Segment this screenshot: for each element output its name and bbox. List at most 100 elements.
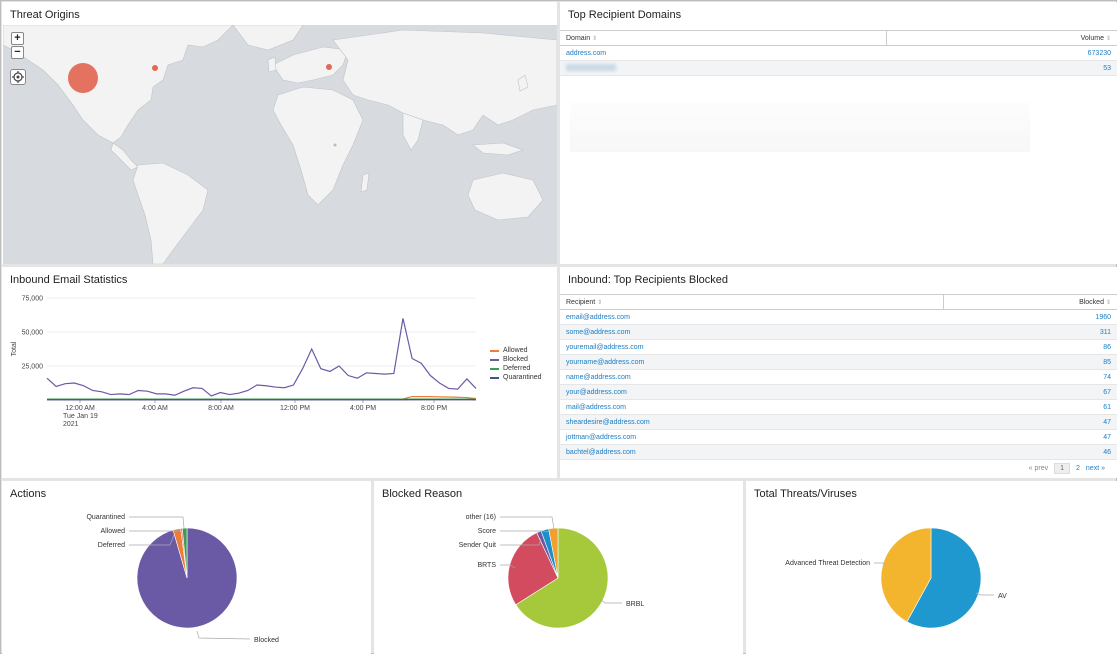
pie-label: Quarantined <box>86 514 125 521</box>
volume-cell[interactable]: 673230 <box>886 45 1117 61</box>
blocked-cell[interactable]: 46 <box>943 444 1117 460</box>
domain-cell[interactable]: address.com <box>560 45 886 61</box>
redacted-domain <box>566 64 616 72</box>
volume-cell[interactable]: 53 <box>886 60 1117 76</box>
blocked-cell[interactable]: 85 <box>943 354 1117 370</box>
leader-line <box>196 630 251 640</box>
table-row: address.com 673230 <box>560 45 1117 61</box>
page-1-button[interactable]: 1 <box>1054 463 1071 474</box>
table-row: name@address.com 74 <box>560 369 1117 385</box>
blocked-cell[interactable]: 47 <box>943 429 1117 445</box>
x-tick-label: 8:00 AM <box>208 405 234 412</box>
blocked-cell[interactable]: 61 <box>943 399 1117 415</box>
blocked-cell[interactable]: 1960 <box>943 309 1117 325</box>
recipient-cell[interactable]: bachtel@address.com <box>560 444 943 460</box>
domains-table: Domain ⇕ Volume ⇕ address.com 673230 53 <box>560 30 1117 76</box>
pie-slice-advanced-threat-detection <box>880 527 932 623</box>
pie-label: other (16) <box>466 514 496 521</box>
table-row: 53 <box>560 60 1117 76</box>
blocked-cell[interactable]: 74 <box>943 369 1117 385</box>
pie-label: Deferred <box>98 542 125 549</box>
zoom-controls: + − <box>11 32 25 60</box>
column-header-blocked[interactable]: Blocked ⇕ <box>943 294 1117 310</box>
recipient-cell[interactable]: mail@address.com <box>560 399 943 415</box>
blocked-cell[interactable]: 47 <box>943 414 1117 430</box>
pie-label: Allowed <box>100 528 125 535</box>
table-row: mail@address.com 61 <box>560 399 1117 415</box>
table-row: sheardesire@address.com 47 <box>560 414 1117 430</box>
column-header-recipient[interactable]: Recipient ⇕ <box>560 294 944 310</box>
locate-button[interactable] <box>10 69 26 85</box>
blocked-cell[interactable]: 67 <box>943 384 1117 400</box>
x-tick-label: 4:00 AM <box>142 405 168 412</box>
zoom-in-button[interactable]: + <box>11 32 24 45</box>
recipient-cell[interactable]: youremail@address.com <box>560 339 943 355</box>
sort-icon: ⇕ <box>592 35 598 42</box>
total-threats-pie-chart: AV Advanced Threat Detection <box>785 527 1007 629</box>
recipient-cell[interactable]: some@address.com <box>560 324 943 340</box>
table-row: email@address.com 1960 <box>560 309 1117 325</box>
world-map[interactable]: + − <box>3 25 557 264</box>
leader-line <box>500 564 516 569</box>
legend-item-blocked[interactable]: Blocked <box>490 355 542 364</box>
leader-line <box>129 516 185 529</box>
recipient-cell[interactable]: your@address.com <box>560 384 943 400</box>
recipient-cell[interactable]: sheardesire@address.com <box>560 414 943 430</box>
next-page-link[interactable]: next » <box>1085 465 1105 472</box>
y-tick-label: 50,000 <box>22 330 44 337</box>
table-row: your@address.com 67 <box>560 384 1117 400</box>
table-row: jottman@address.com 47 <box>560 429 1117 445</box>
y-tick-label: 25,000 <box>22 364 44 371</box>
x-tick-sublabel: Tue Jan 19 <box>63 413 98 420</box>
total-threats-panel: Total Threats/Viruses AV Advanced Threat … <box>746 481 1117 654</box>
panel-title: Threat Origins <box>10 9 80 21</box>
leader-line <box>500 516 555 530</box>
domain-cell[interactable] <box>560 60 886 76</box>
pie-label: Sender Quit <box>459 542 496 549</box>
zoom-out-button[interactable]: − <box>11 46 24 59</box>
blocked-reason-pie-chart: BRBL BRTS Sender Quit Score other (16) <box>459 514 644 629</box>
faded-area <box>570 102 1030 152</box>
panel-title: Blocked Reason <box>382 488 463 500</box>
legend-item-allowed[interactable]: Allowed <box>490 346 542 355</box>
pie-slice-deferred <box>181 527 188 579</box>
blocked-cell[interactable]: 86 <box>943 339 1117 355</box>
series-line-quarantined <box>46 318 477 397</box>
column-header-domain[interactable]: Domain ⇕ <box>560 30 887 46</box>
crosshair-icon <box>12 71 24 83</box>
pie-label: BRTS <box>477 562 496 569</box>
recipient-cell[interactable]: jottman@address.com <box>560 429 943 445</box>
pie-label: BRBL <box>626 601 644 608</box>
actions-panel: Actions Blocked Quarantined Allowed Deferre… <box>2 481 371 654</box>
leader-line <box>500 538 542 546</box>
top-recipient-domains-panel: Top Recipient Domains Domain ⇕ Volume ⇕ ad… <box>560 2 1117 264</box>
pie-slice-brts <box>507 532 559 606</box>
legend-item-deferred[interactable]: Deferred <box>490 364 542 373</box>
recipient-cell[interactable]: email@address.com <box>560 309 943 325</box>
legend-item-quarantined[interactable]: Quarantined <box>490 373 542 382</box>
recipient-cell[interactable]: name@address.com <box>560 369 943 385</box>
panel-title: Inbound: Top Recipients Blocked <box>568 274 729 286</box>
prev-page-link[interactable]: « prev <box>1028 465 1049 472</box>
panel-title: Actions <box>10 488 47 500</box>
panel-title: Top Recipient Domains <box>568 9 682 21</box>
sort-icon: ⇕ <box>1105 35 1111 42</box>
leader-line <box>874 562 886 566</box>
blocked-cell[interactable]: 311 <box>943 324 1117 340</box>
threat-marker <box>152 65 158 71</box>
x-tick-label: 12:00 PM <box>280 405 310 412</box>
pie-label: Blocked <box>254 637 279 644</box>
page-2-button[interactable]: 2 <box>1076 465 1080 472</box>
threat-origins-panel: Threat Origins <box>2 2 557 264</box>
pie-label: AV <box>998 593 1007 600</box>
threat-marker <box>68 63 98 93</box>
x-tick-sublabel: 2021 <box>63 421 79 428</box>
recipient-cell[interactable]: yourname@address.com <box>560 354 943 370</box>
pie-slice-brbl <box>515 527 609 629</box>
pie-slice-av <box>906 527 982 629</box>
leader-line <box>129 529 181 532</box>
column-header-volume[interactable]: Volume ⇕ <box>886 30 1117 46</box>
y-axis-title: Total <box>11 341 18 356</box>
chart-legend: Allowed Blocked Deferred Quarantined <box>490 346 542 382</box>
